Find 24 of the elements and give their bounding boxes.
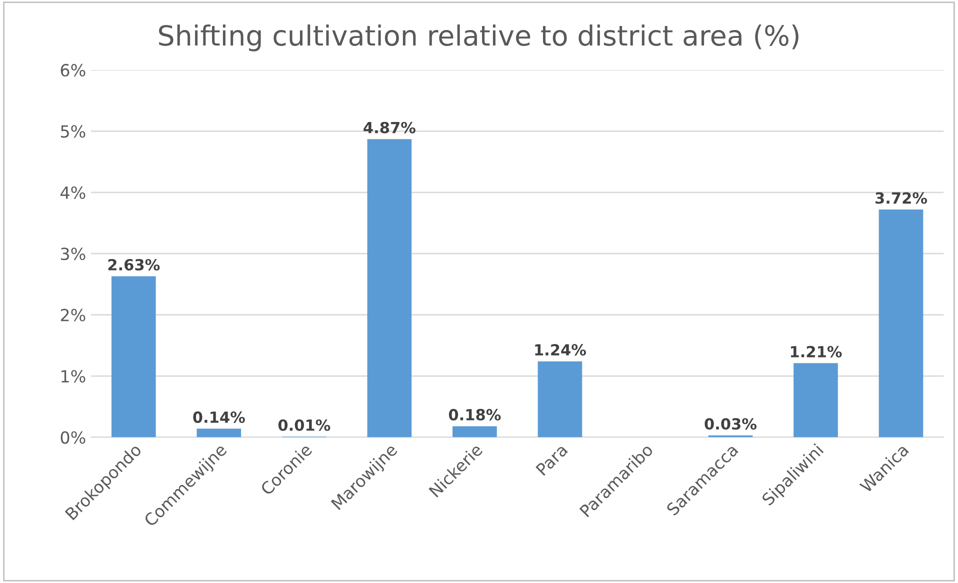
data-label: 0.01% [278,419,330,431]
bar [878,210,924,438]
y-tick-label: 5% [60,125,86,138]
bar [367,139,412,438]
bar [538,361,582,438]
y-tick-label: 2% [60,308,86,322]
data-label: 1.24% [535,344,586,356]
bar [196,428,242,438]
data-label: 1.21% [790,346,842,358]
bar [794,363,838,438]
data-label: 0.03% [704,418,756,430]
bar [111,276,156,438]
data-label: 3.72% [876,192,928,204]
data-label: 4.87% [364,122,416,134]
y-tick-label: 3% [60,248,86,260]
y-tick-label: 6% [60,64,86,77]
y-tick-label: 0% [60,431,86,444]
data-label: 0.18% [448,408,501,420]
y-tick-label: 1% [62,370,86,383]
data-label: 2.63% [108,258,160,271]
y-tick-label: 4% [60,186,86,199]
bar [452,426,497,438]
chart-title: Shifting cultivation relative to district area (%) [159,24,798,52]
data-label: 0.14% [193,411,245,423]
